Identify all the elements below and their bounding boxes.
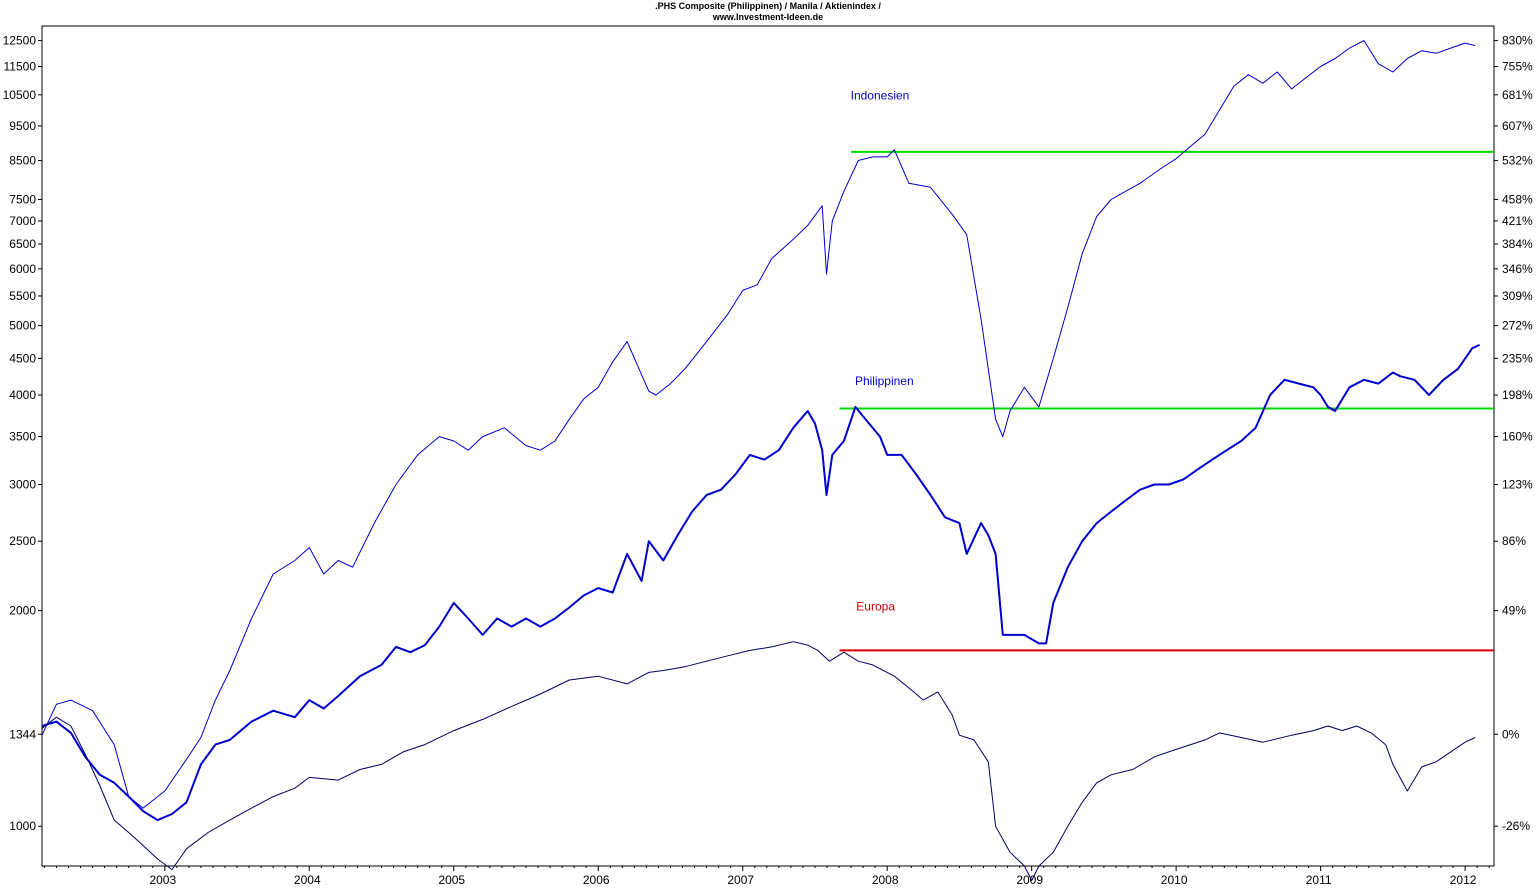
y-right-tick-label: 49% (1502, 604, 1526, 618)
y-left-tick-label: 3500 (9, 430, 36, 444)
x-tick-label: 2003 (149, 873, 176, 887)
y-right-tick-label: 384% (1502, 237, 1533, 251)
y-left-tick-label: 10500 (3, 88, 37, 102)
x-tick-label: 2008 (872, 873, 899, 887)
y-left-tick-label: 6500 (9, 237, 36, 251)
y-left-tick-label: 1344 (9, 727, 36, 741)
series-line-1 (41, 40, 1476, 809)
x-tick-label: 2004 (294, 873, 321, 887)
y-right-tick-label: 160% (1502, 430, 1533, 444)
y-right-tick-label: 346% (1502, 262, 1533, 276)
y-left-tick-label: 7500 (9, 192, 36, 206)
x-tick-label: 2011 (1306, 873, 1332, 887)
x-axis: 2003 2004 2005 2006 2007 2008 2009 2010 2011 2012 (43, 866, 1490, 887)
y-axis-left: 12500 11500 10500 9500 8500 7500 7000 6500 6000 5… (3, 34, 42, 833)
y-left-tick-label: 8500 (9, 154, 36, 168)
y-left-tick-label: 5000 (9, 319, 36, 333)
annotations: Indonesien Philippinen Europa (851, 88, 914, 613)
x-tick-label: 2007 (727, 873, 754, 887)
y-right-tick-label: 272% (1502, 319, 1533, 333)
y-left-tick-label: 12500 (3, 34, 37, 48)
annotation-label-3: Europa (856, 600, 895, 614)
y-left-tick-label: 4000 (9, 388, 36, 402)
y-right-tick-label: 235% (1502, 351, 1533, 365)
y-left-tick-label: 7000 (9, 214, 36, 228)
y-left-tick-label: 11500 (4, 60, 37, 74)
y-left-tick-label: 3000 (9, 478, 36, 492)
series-line-3 (41, 641, 1476, 881)
y-left-tick-label: 9500 (9, 119, 36, 133)
y-right-tick-label: -26% (1502, 819, 1530, 833)
y-right-tick-label: 607% (1502, 119, 1533, 133)
annotation-label-2: Philippinen (855, 374, 914, 388)
y-right-tick-label: 830% (1502, 34, 1533, 48)
y-right-tick-label: 0% (1502, 727, 1520, 741)
x-tick-label: 2009 (1016, 873, 1043, 887)
y-left-tick-label: 6000 (9, 262, 36, 276)
y-left-tick-label: 2000 (9, 604, 36, 618)
y-right-tick-label: 532% (1502, 154, 1533, 168)
y-right-tick-label: 458% (1502, 192, 1533, 206)
series-lines (41, 40, 1481, 881)
x-tick-label: 2010 (1161, 873, 1188, 887)
x-tick-label: 2012 (1450, 873, 1477, 887)
y-left-tick-label: 2500 (9, 534, 36, 548)
chart-subtitle: www.Investment-Ideen.de (712, 12, 823, 22)
y-right-tick-label: 198% (1502, 388, 1533, 402)
y-left-tick-label: 1000 (9, 819, 36, 833)
annotation-label-1: Indonesien (851, 88, 910, 102)
y-left-tick-label: 4500 (9, 351, 36, 365)
y-left-tick-label: 5500 (9, 289, 36, 303)
y-right-tick-label: 309% (1502, 289, 1533, 303)
y-right-tick-label: 421% (1502, 214, 1533, 228)
series-line-2 (41, 343, 1481, 822)
y-right-tick-label: 86% (1502, 534, 1526, 548)
plot-area (41, 25, 1495, 867)
x-tick-label: 2005 (438, 873, 465, 887)
x-tick-label: 2006 (583, 873, 610, 887)
reference-lines (839, 150, 1494, 652)
chart-title: .PHS Composite (Philippinen) / Manila / … (655, 1, 881, 11)
y-right-tick-label: 123% (1502, 478, 1533, 492)
y-axis-right: 830% 755% 681% 607% 532% 458% 421% 384% 346% 309%… (1494, 34, 1533, 833)
y-right-tick-label: 755% (1502, 60, 1533, 74)
y-right-tick-label: 681% (1502, 88, 1533, 102)
